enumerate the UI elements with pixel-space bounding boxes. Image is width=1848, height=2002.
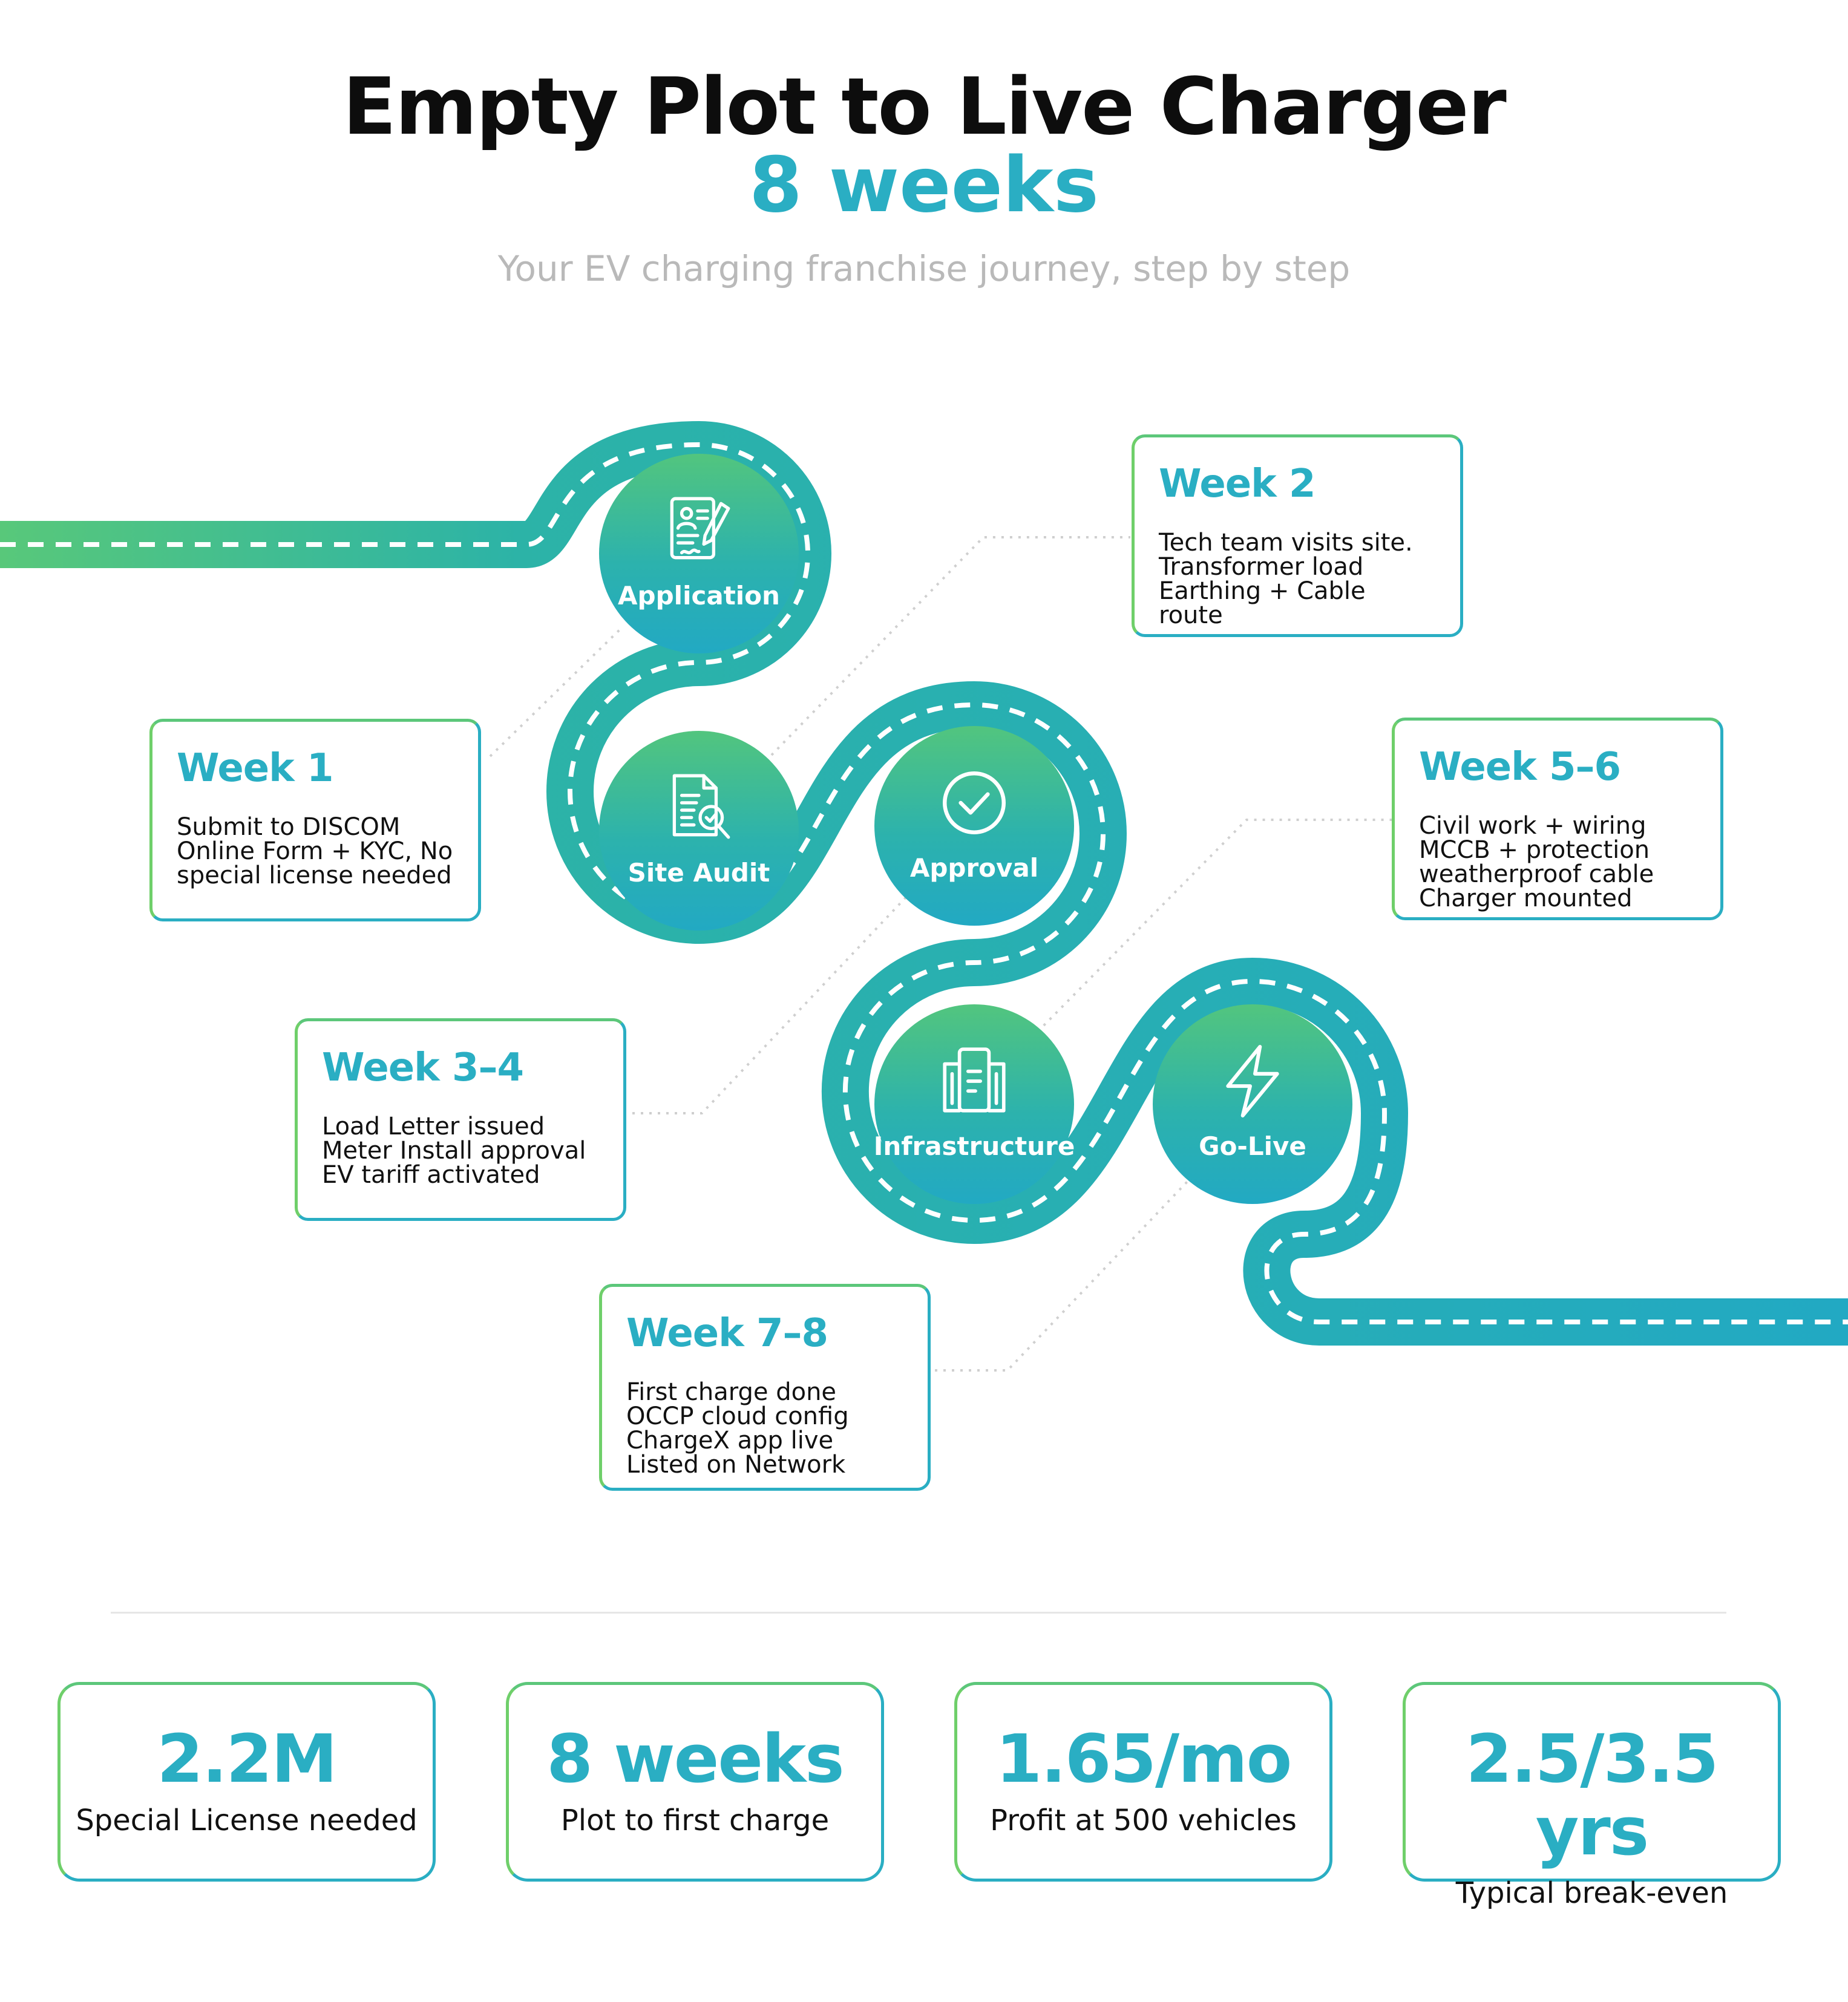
step-label: Approval — [909, 852, 1039, 883]
week-detail: EV tariff activated — [322, 1161, 540, 1189]
stat-value: 2.5/3.5 yrs — [1466, 1720, 1719, 1870]
step-label: Site Audit — [627, 857, 770, 888]
stat-value: 8 weeks — [546, 1720, 844, 1798]
week-detail: special license needed — [177, 862, 452, 889]
week-detail: Transformer load — [1159, 553, 1364, 581]
page-title-highlight: 8 weeks — [749, 140, 1099, 229]
week-detail: Charger mounted — [1419, 885, 1633, 912]
week-detail: First charge done — [626, 1378, 837, 1406]
week-detail: Listed on Network — [626, 1451, 846, 1479]
stat-label: Typical break-even — [1455, 1876, 1728, 1910]
week-detail: weatherproof cable — [1419, 860, 1654, 888]
week-title: Week 5–6 — [1419, 745, 1621, 790]
week-card-5-6: Week 5–6 Civil work + wiring MCCB + prot… — [1392, 718, 1723, 920]
check-circle-icon — [943, 771, 1006, 834]
week-title: Week 7–8 — [626, 1311, 828, 1356]
building-icon — [943, 1047, 1006, 1113]
week-detail: Online Form + KYC, No — [177, 837, 453, 865]
week-detail: Civil work + wiring — [1419, 812, 1646, 840]
week-detail: MCCB + protection — [1419, 836, 1650, 864]
week-card-2: Week 2 Tech team visits site. Transforme… — [1132, 434, 1463, 637]
section-divider — [111, 1612, 1726, 1614]
step-label: Infrastructure — [873, 1131, 1075, 1161]
stat-value: 1.65/mo — [995, 1720, 1293, 1798]
stat-label: Special License needed — [76, 1804, 418, 1837]
page-subtitle: Your EV charging franchise journey, step… — [497, 248, 1351, 289]
stat-card-breakeven: 2.5/3.5 yrs Typical break-even — [1403, 1682, 1781, 1910]
stat-label: Plot to first charge — [560, 1804, 830, 1837]
document-search-icon — [672, 774, 730, 839]
application-form-icon — [670, 497, 730, 559]
step-site-audit: Site Audit — [599, 731, 799, 931]
stat-value: 2.2M — [157, 1720, 337, 1798]
week-detail: Meter Install approval — [322, 1137, 586, 1165]
step-label: Application — [618, 580, 780, 610]
week-detail: ChargeX app live — [626, 1427, 834, 1454]
week-detail: Submit to DISCOM — [177, 813, 401, 841]
stat-card-license: 2.2M Special License needed — [57, 1682, 436, 1882]
page-title: Empty Plot to Live Charger — [342, 61, 1506, 152]
step-application: Application — [599, 454, 799, 653]
lightning-bolt-icon — [1226, 1044, 1279, 1117]
week-detail: Tech team visits site. — [1159, 529, 1413, 557]
stat-label: Profit at 500 vehicles — [990, 1804, 1297, 1837]
step-approval: Approval — [874, 726, 1074, 926]
week-detail: Earthing + Cable route — [1159, 577, 1366, 629]
step-go-live: Go-Live — [1153, 1004, 1352, 1204]
week-title: Week 2 — [1159, 462, 1316, 506]
stat-card-weeks: 8 weeks Plot to first charge — [506, 1682, 884, 1882]
step-label: Go-Live — [1199, 1131, 1306, 1161]
step-infrastructure: Infrastructure — [873, 1004, 1075, 1204]
week-detail: OCCP cloud config — [626, 1402, 849, 1430]
week-title: Week 1 — [177, 746, 334, 791]
week-card-1: Week 1 Submit to DISCOM Online Form + KY… — [149, 719, 481, 921]
connector-lines — [489, 536, 1394, 1372]
stat-card-profit: 1.65/mo Profit at 500 vehicles — [954, 1682, 1332, 1882]
week-detail: Load Letter issued — [322, 1113, 545, 1140]
week-card-7-8: Week 7–8 First charge done OCCP cloud co… — [599, 1284, 931, 1491]
week-card-3-4: Week 3–4 Load Letter issued Meter Instal… — [295, 1018, 626, 1221]
week-title: Week 3–4 — [322, 1045, 524, 1090]
